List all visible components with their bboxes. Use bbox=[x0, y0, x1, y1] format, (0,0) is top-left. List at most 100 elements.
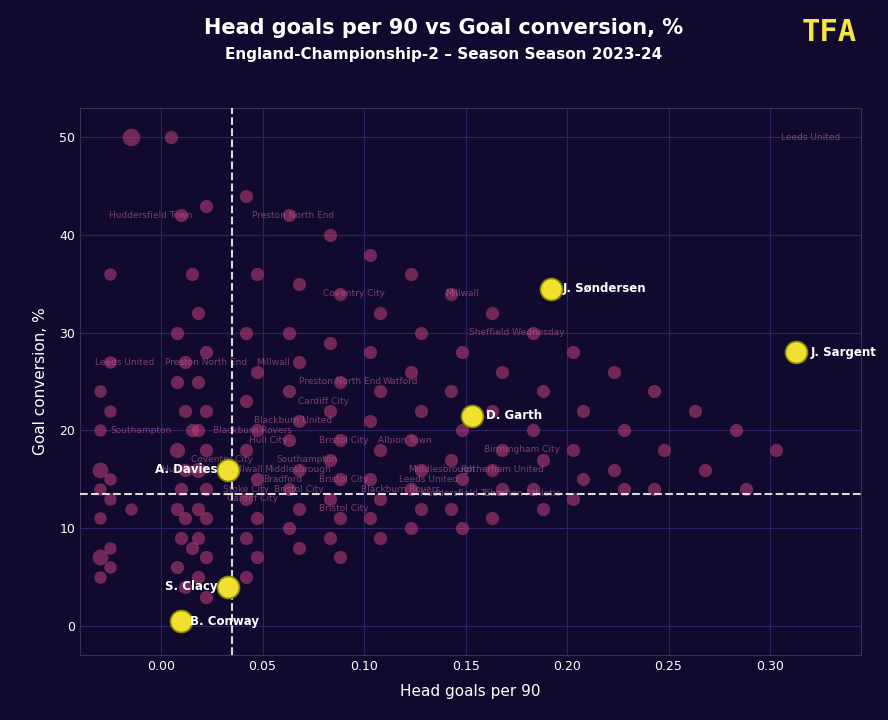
Text: England-Championship-2 – Season Season 2023-24: England-Championship-2 – Season Season 2… bbox=[226, 47, 662, 62]
Point bbox=[103, 493, 117, 505]
Point bbox=[404, 269, 418, 280]
Text: Watford: Watford bbox=[383, 377, 418, 386]
Point bbox=[174, 615, 188, 626]
Point bbox=[535, 454, 550, 466]
Point bbox=[164, 132, 178, 143]
Point bbox=[281, 483, 296, 495]
Point bbox=[239, 444, 253, 456]
Point bbox=[199, 405, 213, 417]
Point bbox=[199, 513, 213, 524]
Point bbox=[495, 483, 509, 495]
Point bbox=[191, 307, 205, 319]
Point bbox=[281, 523, 296, 534]
Point bbox=[103, 405, 117, 417]
Text: Hull City: Hull City bbox=[163, 465, 201, 474]
Point bbox=[444, 386, 458, 397]
Point bbox=[239, 395, 253, 407]
Text: Huddersfield Town: Huddersfield Town bbox=[420, 490, 503, 498]
Point bbox=[373, 386, 387, 397]
Point bbox=[199, 444, 213, 456]
Text: TFA: TFA bbox=[802, 18, 857, 47]
Point bbox=[239, 190, 253, 202]
Point bbox=[455, 474, 469, 485]
Point bbox=[485, 307, 499, 319]
Point bbox=[404, 366, 418, 377]
Point bbox=[526, 425, 540, 436]
Point bbox=[199, 552, 213, 563]
Text: Stoke City: Stoke City bbox=[223, 485, 269, 494]
Point bbox=[373, 444, 387, 456]
Point bbox=[455, 523, 469, 534]
Point bbox=[174, 210, 188, 221]
Point bbox=[333, 474, 347, 485]
Point bbox=[178, 464, 193, 475]
Point bbox=[526, 483, 540, 495]
Text: Sheffield Wednesday: Sheffield Wednesday bbox=[469, 328, 564, 337]
Point bbox=[404, 434, 418, 446]
Point bbox=[221, 464, 235, 475]
Text: Blackburn United: Blackburn United bbox=[254, 416, 332, 426]
Text: Bristol City: Bristol City bbox=[274, 485, 324, 494]
Point bbox=[333, 288, 347, 300]
Point bbox=[414, 405, 428, 417]
Text: Leeds United: Leeds United bbox=[95, 358, 155, 366]
Point bbox=[322, 532, 337, 544]
Point bbox=[239, 571, 253, 582]
Text: Millwall: Millwall bbox=[256, 358, 289, 366]
Point bbox=[174, 483, 188, 495]
Point bbox=[93, 513, 107, 524]
Point bbox=[199, 591, 213, 603]
Point bbox=[485, 405, 499, 417]
Point bbox=[250, 552, 264, 563]
Point bbox=[485, 513, 499, 524]
Point bbox=[185, 269, 199, 280]
Point bbox=[250, 425, 264, 436]
Point bbox=[688, 405, 702, 417]
Text: Millwall: Millwall bbox=[445, 289, 479, 298]
Point bbox=[191, 503, 205, 514]
Point bbox=[495, 444, 509, 456]
Text: Leeds United: Leeds United bbox=[781, 132, 840, 142]
Point bbox=[170, 444, 185, 456]
Point bbox=[566, 346, 580, 358]
Point bbox=[526, 327, 540, 338]
Point bbox=[769, 444, 783, 456]
Point bbox=[281, 327, 296, 338]
Text: Bristol City: Bristol City bbox=[319, 436, 369, 445]
Point bbox=[414, 464, 428, 475]
Text: Birmingham City: Birmingham City bbox=[484, 446, 560, 454]
Point bbox=[495, 366, 509, 377]
Point bbox=[322, 454, 337, 466]
Point bbox=[93, 464, 107, 475]
Text: Middlesbrough: Middlesbrough bbox=[264, 465, 330, 474]
Point bbox=[239, 327, 253, 338]
Point bbox=[789, 346, 804, 358]
Point bbox=[170, 327, 185, 338]
Point bbox=[333, 552, 347, 563]
Text: A. Davies: A. Davies bbox=[155, 463, 218, 476]
Point bbox=[185, 542, 199, 554]
Point bbox=[93, 425, 107, 436]
Point bbox=[93, 552, 107, 563]
Text: Bradford: Bradford bbox=[263, 474, 303, 484]
Text: J. Sargent: J. Sargent bbox=[811, 346, 876, 359]
Point bbox=[444, 503, 458, 514]
Point bbox=[444, 454, 458, 466]
Point bbox=[281, 210, 296, 221]
Text: Cardiff City: Cardiff City bbox=[227, 495, 278, 503]
Point bbox=[455, 425, 469, 436]
Point bbox=[178, 581, 193, 593]
Point bbox=[535, 386, 550, 397]
Point bbox=[170, 376, 185, 387]
Text: Middlesbrough: Middlesbrough bbox=[408, 465, 474, 474]
Point bbox=[292, 542, 306, 554]
Point bbox=[333, 376, 347, 387]
Point bbox=[281, 386, 296, 397]
Point bbox=[363, 415, 377, 426]
Text: Bristol City: Bristol City bbox=[319, 504, 369, 513]
Point bbox=[191, 532, 205, 544]
Point bbox=[455, 346, 469, 358]
Point bbox=[576, 474, 591, 485]
Point bbox=[103, 562, 117, 573]
Point bbox=[414, 327, 428, 338]
